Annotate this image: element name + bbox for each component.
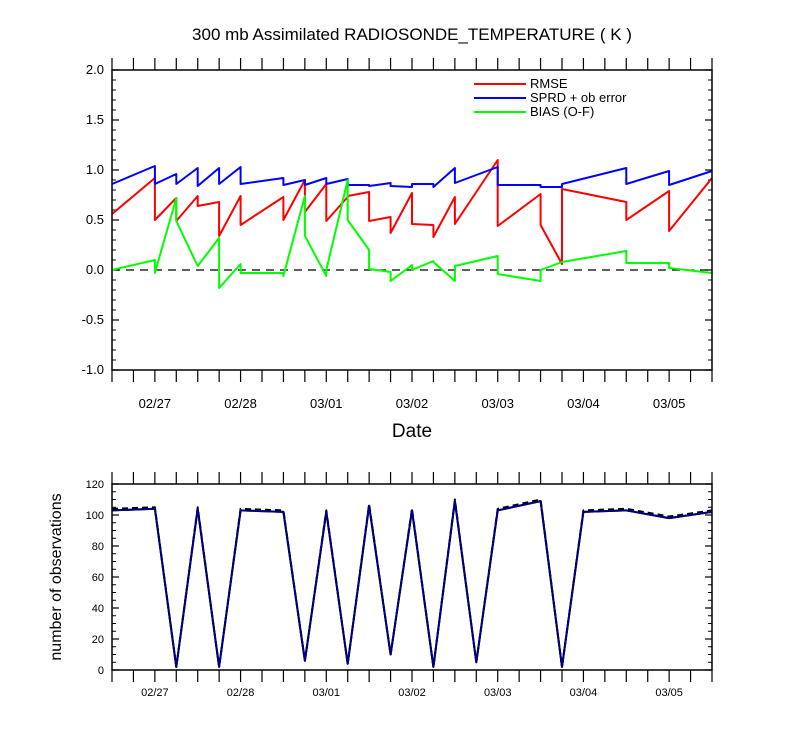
chart-title: 300 mb Assimilated RADIOSONDE_TEMPERATUR… (192, 25, 632, 44)
y-axis-label: number of observations (48, 493, 65, 660)
y-tick-label: 0 (98, 665, 104, 677)
y-tick-label: 40 (92, 603, 104, 615)
x-tick-label: 03/02 (398, 687, 426, 699)
x-tick-label: 03/01 (310, 396, 343, 411)
top-series-group (111, 159, 713, 289)
series-line-observations-dashed (111, 498, 713, 668)
series-line-bias-o-f (111, 179, 713, 289)
series-line-observations-solid (111, 500, 713, 668)
bottom-y-tick-labels: 0 20 40 60 80 100 120 (86, 479, 104, 677)
series-line-sprd-ob-error (111, 165, 713, 188)
x-tick-label: 03/05 (655, 687, 683, 699)
y-tick-label: 1.5 (86, 112, 104, 127)
x-tick-label: 03/05 (653, 396, 686, 411)
y-tick-label: 0.5 (86, 212, 104, 227)
y-tick-label: 20 (92, 634, 104, 646)
x-tick-label: 03/03 (484, 687, 512, 699)
bottom-x-tick-labels: 02/27 02/28 03/01 03/02 03/03 03/04 03/05 (141, 687, 683, 699)
legend-label: RMSE (530, 76, 568, 91)
x-tick-label: 03/04 (570, 687, 598, 699)
series-line-rmse (111, 159, 713, 265)
y-tick-label: 1.0 (86, 162, 104, 177)
y-tick-label: -1.0 (82, 362, 104, 377)
top-x-tick-labels: 02/27 02/28 03/01 03/02 03/03 03/04 03/05 (139, 396, 686, 411)
legend-label: BIAS (O-F) (530, 104, 594, 119)
top-y-tick-labels: -1.0 -0.5 0.0 0.5 1.0 1.5 2.0 (82, 62, 104, 377)
bottom-series-group (111, 498, 713, 668)
y-tick-label: 60 (92, 572, 104, 584)
y-tick-label: 80 (92, 541, 104, 553)
x-axis-label: Date (392, 421, 432, 442)
x-tick-label: 02/27 (139, 396, 172, 411)
bottom-plot-frame (111, 483, 713, 671)
bottom-chart: 0 20 40 60 80 100 120 02/27 02/28 03/01 03/02 03/0… (48, 472, 713, 699)
y-tick-label: 2.0 (86, 62, 104, 77)
series-line-observations-blue (111, 500, 713, 668)
top-chart: 300 mb Assimilated RADIOSONDE_TEMPERATUR… (82, 25, 713, 442)
x-tick-label: 03/02 (396, 396, 429, 411)
x-tick-label: 02/28 (224, 396, 257, 411)
bottom-axes (111, 472, 713, 682)
legend-label: SPRD + ob error (530, 90, 627, 105)
top-plot-frame (111, 69, 713, 371)
y-tick-label: -0.5 (82, 312, 104, 327)
x-tick-label: 03/03 (481, 396, 514, 411)
y-tick-label: 100 (86, 510, 104, 522)
y-tick-label: 0.0 (86, 262, 104, 277)
x-tick-label: 03/01 (313, 687, 341, 699)
y-tick-label: 120 (86, 479, 104, 491)
x-tick-label: 02/27 (141, 687, 169, 699)
x-tick-label: 03/04 (567, 396, 600, 411)
x-tick-label: 02/28 (227, 687, 255, 699)
